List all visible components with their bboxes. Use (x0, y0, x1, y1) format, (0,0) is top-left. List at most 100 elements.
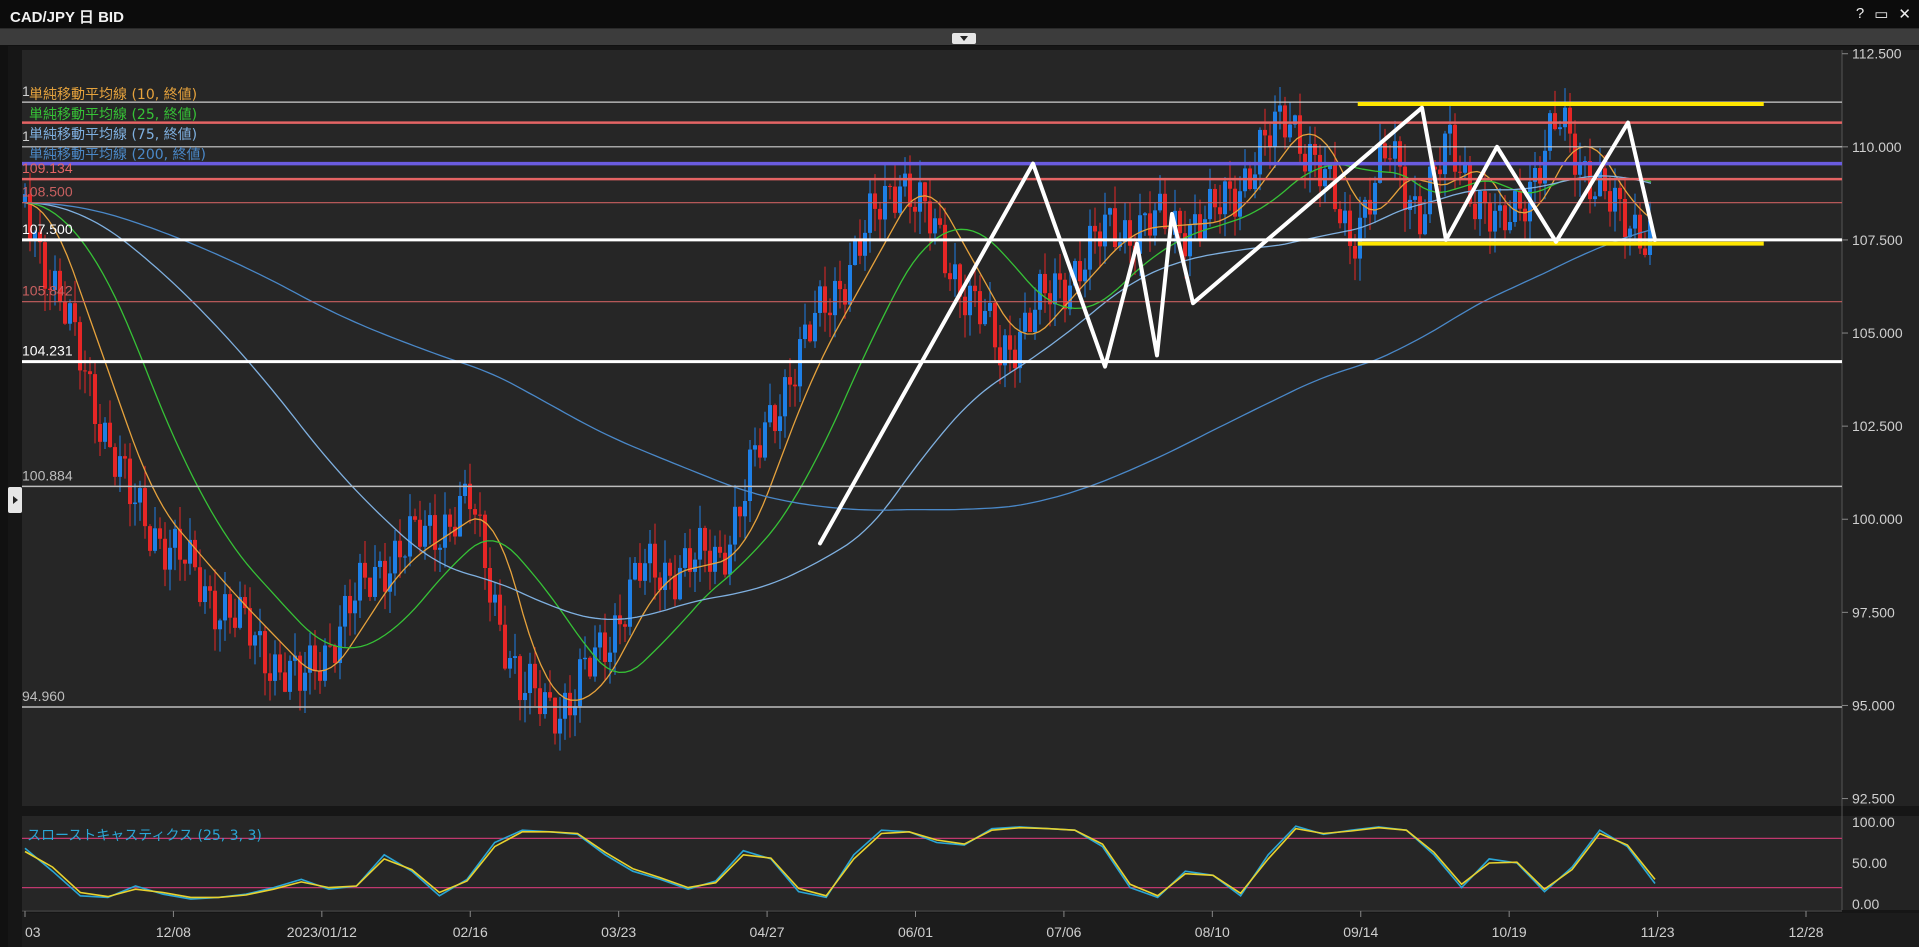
price-tick-label: 105.000 (1852, 325, 1903, 341)
candle-body (1483, 191, 1487, 204)
candle-body (443, 514, 447, 548)
candle-body (748, 449, 752, 501)
candle-body (1348, 210, 1352, 246)
candle-body (788, 377, 792, 385)
candle-body (828, 312, 832, 316)
candle-body (1358, 217, 1362, 259)
window-titlebar: CAD/JPY 日 BID ? ▭ ✕ (0, 0, 1919, 29)
price-tick-label: 107.500 (1852, 232, 1903, 248)
candle-body (538, 688, 542, 715)
collapse-toggle-button[interactable] (952, 33, 976, 44)
stochastic-axis-area (1842, 816, 1919, 910)
candle-body (998, 347, 1002, 366)
candle-body (1448, 124, 1452, 134)
candle-body (1053, 273, 1057, 305)
candle-body (188, 539, 192, 564)
price-axis-area (1842, 50, 1919, 806)
candle-body (228, 594, 232, 618)
candle-body (1318, 154, 1322, 187)
candle-body (1338, 209, 1342, 224)
candle-body (133, 502, 137, 505)
candle-body (1043, 273, 1047, 294)
candle-body (673, 575, 677, 600)
candle-body (373, 566, 377, 597)
candle-body (698, 527, 702, 560)
candle-body (813, 312, 817, 342)
price-tick-label: 95.000 (1852, 697, 1895, 713)
price-tick-label: 102.500 (1852, 418, 1903, 434)
candle-body (573, 706, 577, 716)
maximize-button[interactable]: ▭ (1874, 6, 1889, 23)
level-label: 1 (22, 83, 30, 99)
candle-body (963, 296, 967, 316)
candle-body (98, 424, 102, 442)
side-panel-toggle-button[interactable] (8, 487, 22, 513)
candle-body (1018, 331, 1022, 369)
candle-body (1453, 124, 1457, 172)
candle-body (933, 218, 937, 234)
candle-body (758, 445, 762, 458)
candle-body (1323, 169, 1327, 187)
candle-body (78, 322, 82, 371)
candle-body (53, 270, 57, 290)
candle-body (1058, 273, 1062, 280)
candle-body (248, 608, 252, 646)
candle-body (1183, 233, 1187, 257)
candle-body (288, 660, 292, 692)
candle-body (858, 239, 862, 256)
candle-body (253, 635, 257, 646)
candle-body (83, 370, 87, 372)
candle-body (433, 515, 437, 550)
candle-body (898, 186, 902, 213)
candle-body (1298, 115, 1302, 154)
candle-body (893, 186, 897, 213)
candle-body (38, 232, 42, 243)
candle-body (1113, 208, 1117, 248)
ma-10-line (24, 133, 1652, 701)
close-button[interactable]: ✕ (1898, 6, 1911, 23)
candle-body (723, 552, 727, 575)
candle-body (1373, 182, 1377, 215)
level-label: 100.884 (22, 467, 73, 483)
candle-body (543, 692, 547, 715)
ma-25-line (24, 163, 1652, 674)
candle-body (793, 384, 797, 387)
candle-body (948, 273, 952, 280)
candle-body (733, 506, 737, 545)
candle-body (243, 597, 247, 609)
date-tick-label: 04/27 (750, 924, 785, 940)
candle-body (658, 577, 662, 590)
candle-body (533, 663, 537, 689)
candle-body (1073, 261, 1077, 286)
candle-body (63, 301, 67, 324)
candle-body (1263, 129, 1267, 136)
candle-body (308, 645, 312, 673)
candle-body (973, 285, 977, 292)
help-button[interactable]: ? (1855, 5, 1865, 22)
candle-body (1063, 279, 1067, 310)
price-tick-label: 112.500 (1852, 46, 1902, 62)
candle-body (1198, 214, 1202, 239)
candle-body (738, 506, 742, 517)
candle-body (1033, 309, 1037, 332)
candle-body (1408, 199, 1412, 210)
date-tick-label: 10/19 (1492, 924, 1527, 940)
candle-body (643, 563, 647, 581)
candle-body (568, 692, 572, 716)
candle-body (943, 224, 947, 274)
candle-body (1393, 141, 1397, 159)
candle-body (638, 562, 642, 581)
date-tick-label: 12/28 (1788, 924, 1823, 940)
candle-body (578, 659, 582, 707)
candle-body (1103, 214, 1107, 247)
candle-body (558, 718, 562, 734)
candle-body (1008, 335, 1012, 350)
candle-body (1193, 214, 1197, 226)
candle-body (1278, 105, 1282, 112)
date-tick-label: 03/23 (601, 924, 636, 940)
candle-body (208, 586, 212, 591)
stochastic-tick-label: 0.00 (1852, 896, 1879, 912)
candle-body (313, 645, 317, 672)
candle-body (1438, 169, 1442, 175)
